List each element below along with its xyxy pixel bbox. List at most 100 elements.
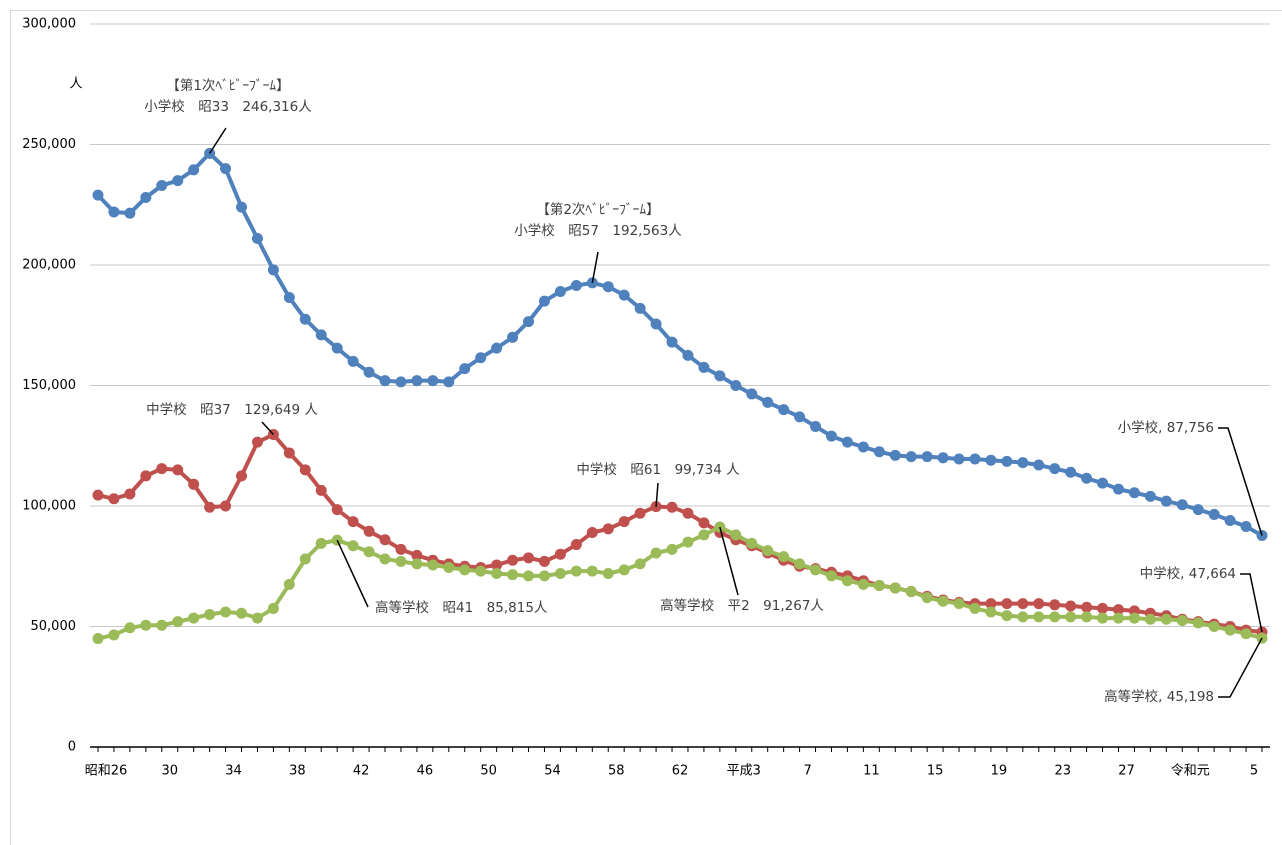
data-point	[554, 286, 566, 298]
data-point	[156, 463, 168, 475]
data-point	[1033, 598, 1045, 610]
data-point	[363, 525, 375, 537]
data-point	[220, 163, 232, 175]
data-point	[1097, 602, 1109, 614]
data-point	[1017, 457, 1029, 469]
data-point	[570, 539, 582, 551]
data-point	[921, 592, 933, 604]
data-point	[156, 619, 168, 631]
data-point	[1208, 508, 1220, 520]
data-point	[188, 478, 200, 490]
data-point	[602, 523, 614, 535]
data-point	[762, 396, 774, 408]
data-point	[634, 302, 646, 314]
leader-line	[1218, 637, 1263, 698]
data-point	[1160, 495, 1172, 507]
data-point	[124, 207, 136, 219]
x-tick-label: 54	[544, 764, 561, 779]
data-point	[682, 536, 694, 548]
data-point	[618, 289, 630, 301]
data-point	[985, 598, 997, 610]
x-tick-label: 30	[162, 764, 179, 779]
data-point	[730, 529, 742, 541]
data-point	[379, 553, 391, 565]
data-point	[810, 420, 822, 432]
x-tick-label: 27	[1118, 764, 1135, 779]
data-point	[299, 313, 311, 325]
x-tick-label: 23	[1054, 764, 1071, 779]
data-point	[92, 189, 104, 201]
data-point	[379, 375, 391, 387]
data-point	[379, 534, 391, 546]
x-tick-label: 42	[353, 764, 370, 779]
data-point	[857, 578, 869, 590]
data-point	[459, 363, 471, 375]
data-point	[172, 175, 184, 187]
data-point	[1240, 520, 1252, 532]
data-point	[1081, 472, 1093, 484]
leader-line	[655, 482, 659, 507]
data-point	[1112, 612, 1124, 624]
data-point	[395, 543, 407, 555]
data-point	[188, 612, 200, 624]
data-point	[108, 629, 120, 641]
data-point	[220, 606, 232, 618]
data-point	[1176, 499, 1188, 511]
data-point	[395, 376, 407, 388]
data-point	[586, 565, 598, 577]
leader-line	[336, 539, 369, 608]
x-tick-label: 11	[863, 764, 880, 779]
data-point	[570, 565, 582, 577]
data-point	[921, 451, 933, 463]
data-point	[985, 606, 997, 618]
data-point	[331, 342, 343, 354]
data-point	[331, 504, 343, 516]
data-point	[1097, 612, 1109, 624]
data-point	[523, 570, 535, 582]
data-point	[172, 616, 184, 628]
data-point	[1208, 621, 1220, 632]
annotation: 小学校 昭33 246,316人	[144, 98, 312, 115]
data-point	[634, 558, 646, 570]
data-point	[602, 567, 614, 579]
data-point	[969, 453, 981, 465]
data-point	[1081, 611, 1093, 623]
y-tick-label: 250,000	[22, 137, 76, 152]
data-point	[650, 318, 662, 330]
leader-line	[719, 526, 739, 596]
leader-line	[1240, 573, 1263, 633]
data-point	[459, 564, 471, 576]
data-point	[363, 546, 375, 558]
data-point	[1065, 600, 1077, 612]
x-tick-label: 15	[927, 764, 944, 779]
leader-line	[208, 127, 227, 154]
data-point	[1240, 628, 1252, 640]
x-tick-label: 34	[225, 764, 242, 779]
x-tick-label: 38	[289, 764, 306, 779]
data-point	[1081, 601, 1093, 613]
data-point	[1033, 459, 1045, 471]
data-point	[682, 507, 694, 519]
data-point	[937, 452, 949, 464]
data-point	[554, 548, 566, 560]
x-tick-label: 7	[803, 764, 811, 779]
data-point	[140, 619, 152, 631]
data-point	[236, 470, 248, 482]
data-point	[810, 564, 822, 576]
annotation: 高等学校, 45,198	[1104, 688, 1214, 705]
data-point	[1192, 617, 1204, 629]
data-point	[283, 578, 295, 590]
data-point	[1017, 611, 1029, 623]
data-point	[491, 342, 503, 354]
data-point	[698, 529, 710, 541]
data-point	[1065, 466, 1077, 478]
data-point	[363, 366, 375, 378]
annotation: 中学校 昭61 99,734 人	[576, 461, 740, 478]
x-tick-label: 昭和26	[85, 764, 128, 779]
data-point	[538, 555, 550, 567]
data-point	[475, 565, 487, 577]
x-tick-label: 58	[608, 764, 625, 779]
data-point	[267, 264, 279, 276]
y-tick-label: 0	[68, 740, 76, 755]
data-point	[682, 349, 694, 361]
